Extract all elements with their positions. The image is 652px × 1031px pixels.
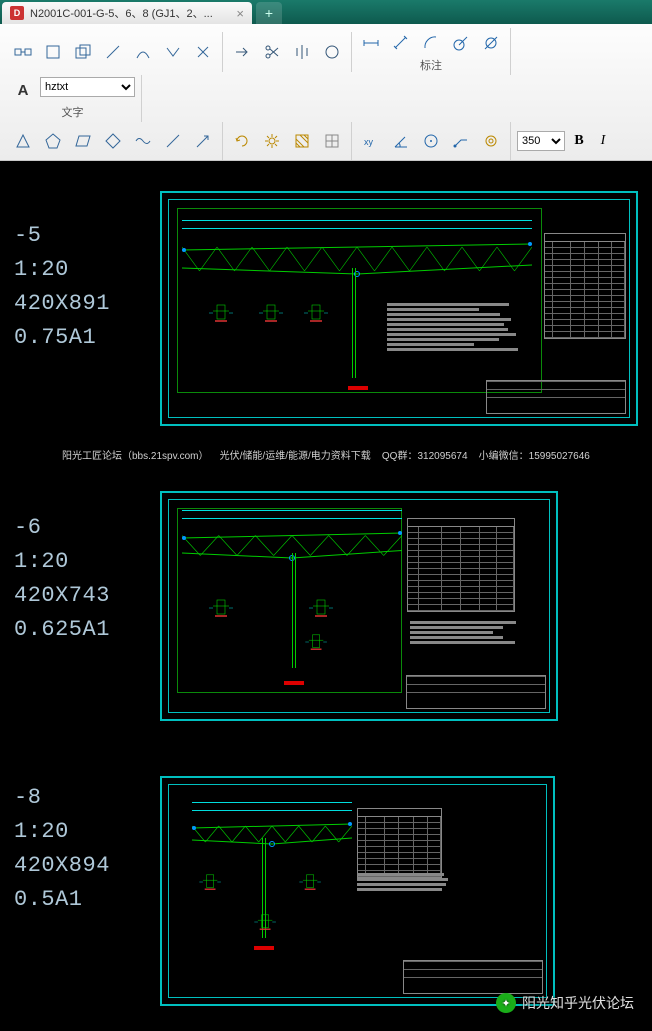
drawing-frame-3 xyxy=(160,776,555,1006)
dim-arc-icon[interactable] xyxy=(418,30,444,56)
dimension-group-2: xy xyxy=(352,122,511,160)
dim-circle-icon[interactable] xyxy=(418,128,444,154)
wave-icon[interactable] xyxy=(130,128,156,154)
arrow2-icon[interactable] xyxy=(190,128,216,154)
hatch-icon[interactable] xyxy=(289,128,315,154)
dimension-label: 标注 xyxy=(358,57,504,73)
triangle-icon[interactable] xyxy=(10,128,36,154)
pentagon-icon[interactable] xyxy=(40,128,66,154)
text-label: 文字 xyxy=(10,104,135,120)
new-tab-button[interactable]: + xyxy=(256,2,282,24)
dim-xy-icon[interactable]: xy xyxy=(358,128,384,154)
drawing-canvas[interactable]: -5 1:20 420X891 0.75A1 -6 1:20 420X743 0… xyxy=(0,161,652,1031)
rhombus-icon[interactable] xyxy=(100,128,126,154)
gear-icon[interactable] xyxy=(259,128,285,154)
bold-button[interactable]: B xyxy=(569,133,589,149)
modify-tools-group xyxy=(223,122,352,160)
tab-title: N2001C-001-G-5、6、8 (GJ1、2、... xyxy=(30,5,213,21)
arrow-icon[interactable] xyxy=(229,39,255,65)
font-controls: 350 B I xyxy=(511,122,619,160)
watermark: ✦ 阳光知乎光伏论坛 xyxy=(496,993,634,1013)
arc-icon[interactable] xyxy=(130,39,156,65)
sheet-label-1: -5 1:20 420X891 0.75A1 xyxy=(14,219,110,355)
close-icon[interactable]: × xyxy=(236,6,244,21)
parallelogram-icon[interactable] xyxy=(70,128,96,154)
scissors-icon[interactable] xyxy=(259,39,285,65)
drawing-frame-1 xyxy=(160,191,638,426)
dim-linear-icon[interactable] xyxy=(358,30,384,56)
circle-tool-icon[interactable] xyxy=(319,39,345,65)
toolbar: 标注 A hztxt 文字 xy 350 xyxy=(0,24,652,161)
dimension-group: 标注 xyxy=(352,28,511,75)
document-tab[interactable]: D N2001C-001-G-5、6、8 (GJ1、2、... × xyxy=(2,2,252,24)
offset-box-icon[interactable] xyxy=(70,39,96,65)
grid-icon[interactable] xyxy=(319,128,345,154)
font-select[interactable]: hztxt xyxy=(40,77,135,97)
dim-leader-icon[interactable] xyxy=(448,128,474,154)
title-bar: D N2001C-001-G-5、6、8 (GJ1、2、... × + xyxy=(0,0,652,24)
sheet-label-3: -8 1:20 420X894 0.5A1 xyxy=(14,781,110,917)
chain-icon[interactable] xyxy=(10,39,36,65)
line-icon[interactable] xyxy=(100,39,126,65)
dim-angle-icon[interactable] xyxy=(388,128,414,154)
edit-tools-group xyxy=(223,32,352,72)
italic-button[interactable]: I xyxy=(593,133,613,149)
vee-icon[interactable] xyxy=(160,39,186,65)
drawing-frame-2 xyxy=(160,491,558,721)
dim-aligned-icon[interactable] xyxy=(388,30,414,56)
text-group: A hztxt 文字 xyxy=(4,75,142,122)
rotate-icon[interactable] xyxy=(229,128,255,154)
diag-icon[interactable] xyxy=(160,128,186,154)
text-tool-icon[interactable]: A xyxy=(10,77,36,103)
footer-info: 阳光工匠论坛（bbs.21spv.com） 光伏/储能/运维/能源/电力资料下载… xyxy=(62,447,590,462)
shape-tools-group xyxy=(4,32,223,72)
shape-tools-group-2 xyxy=(4,122,223,160)
font-size-select[interactable]: 350 xyxy=(517,131,565,151)
dim-settings-icon[interactable] xyxy=(478,128,504,154)
sheet-label-2: -6 1:20 420X743 0.625A1 xyxy=(14,511,110,647)
dim-radius-icon[interactable] xyxy=(448,30,474,56)
box-icon[interactable] xyxy=(40,39,66,65)
x-icon[interactable] xyxy=(190,39,216,65)
app-icon: D xyxy=(10,6,24,20)
svg-text:xy: xy xyxy=(364,137,374,147)
wechat-icon: ✦ xyxy=(496,993,516,1013)
dim-diameter-icon[interactable] xyxy=(478,30,504,56)
mirror-icon[interactable] xyxy=(289,39,315,65)
